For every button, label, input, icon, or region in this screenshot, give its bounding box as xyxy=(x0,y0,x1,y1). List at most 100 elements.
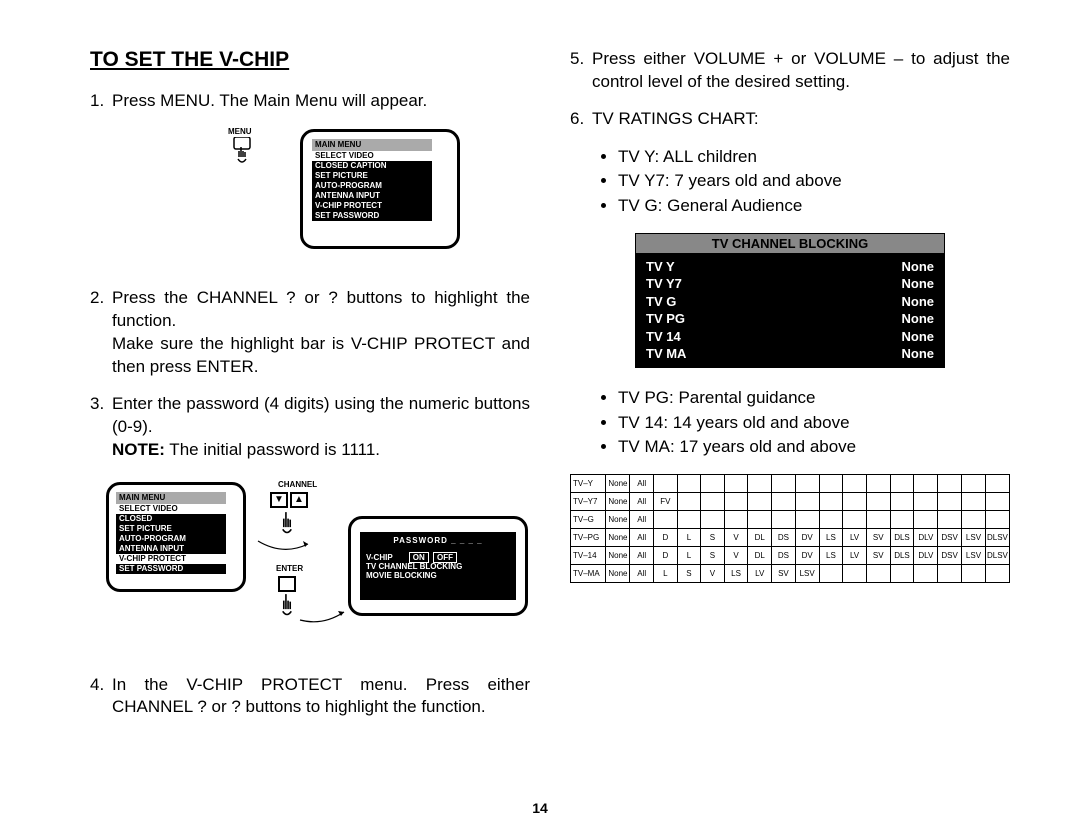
enter-button-icon xyxy=(278,576,296,592)
grid-cell xyxy=(985,492,1009,510)
grid-cell xyxy=(724,510,748,528)
grid-cell: TV–14 xyxy=(571,546,606,564)
grid-cell: None xyxy=(606,510,630,528)
grid-cell xyxy=(985,474,1009,492)
grid-cell xyxy=(985,510,1009,528)
grid-cell: DLV xyxy=(914,546,938,564)
channel-down-icon: ▼ xyxy=(270,492,288,508)
grid-cell: L xyxy=(654,564,678,582)
step-4: 4. In the V-CHIP PROTECT menu. Press eit… xyxy=(90,674,530,720)
grid-cell xyxy=(866,474,890,492)
grid-cell: All xyxy=(630,546,654,564)
grid-cell xyxy=(914,474,938,492)
grid-cell: SV xyxy=(866,546,890,564)
grid-cell: None xyxy=(606,492,630,510)
grid-cell: DLV xyxy=(914,528,938,546)
grid-cell: DLSV xyxy=(985,546,1009,564)
grid-cell: None xyxy=(606,546,630,564)
grid-cell: TV–MA xyxy=(571,564,606,582)
grid-cell xyxy=(938,564,962,582)
grid-cell: LS xyxy=(724,564,748,582)
grid-cell: None xyxy=(606,474,630,492)
grid-cell xyxy=(724,474,748,492)
grid-cell xyxy=(772,474,796,492)
grid-cell xyxy=(654,474,678,492)
grid-cell xyxy=(866,492,890,510)
grid-cell xyxy=(843,510,867,528)
grid-cell: S xyxy=(701,546,725,564)
grid-cell xyxy=(890,564,914,582)
grid-cell xyxy=(985,564,1009,582)
grid-cell xyxy=(866,564,890,582)
grid-cell: LV xyxy=(748,564,772,582)
grid-cell xyxy=(701,474,725,492)
grid-cell xyxy=(843,564,867,582)
grid-cell: DV xyxy=(795,546,819,564)
grid-cell: All xyxy=(630,510,654,528)
grid-cell xyxy=(819,474,843,492)
grid-cell xyxy=(962,474,986,492)
grid-cell: L xyxy=(677,546,701,564)
grid-cell: V xyxy=(724,546,748,564)
grid-cell: DL xyxy=(748,528,772,546)
step-6: 6. TV RATINGS CHART: xyxy=(570,108,1010,131)
grid-cell xyxy=(890,474,914,492)
grid-cell xyxy=(819,492,843,510)
grid-cell xyxy=(748,474,772,492)
grid-cell xyxy=(843,492,867,510)
grid-cell: DLSV xyxy=(985,528,1009,546)
grid-cell xyxy=(962,492,986,510)
page-title: TO SET THE V-CHIP xyxy=(90,48,530,72)
grid-cell: TV–Y xyxy=(571,474,606,492)
grid-cell xyxy=(914,564,938,582)
grid-cell xyxy=(890,510,914,528)
grid-cell xyxy=(677,492,701,510)
grid-cell xyxy=(748,492,772,510)
grid-cell: None xyxy=(606,564,630,582)
step-5: 5. Press either VOLUME + or VOLUME – to … xyxy=(570,48,1010,94)
grid-cell: SV xyxy=(772,564,796,582)
hand-pointer-icon xyxy=(276,592,298,622)
grid-cell: S xyxy=(677,564,701,582)
grid-cell: LSV xyxy=(962,528,986,546)
grid-cell xyxy=(914,492,938,510)
grid-cell xyxy=(772,510,796,528)
grid-cell xyxy=(701,492,725,510)
grid-cell: D xyxy=(654,528,678,546)
grid-cell xyxy=(724,492,748,510)
ratings-grid-table: TV–YNoneAllTV–Y7NoneAllFVTV–GNoneAllTV–P… xyxy=(570,474,1010,583)
grid-cell xyxy=(938,474,962,492)
grid-cell xyxy=(962,510,986,528)
grid-cell xyxy=(890,492,914,510)
grid-cell xyxy=(843,474,867,492)
grid-cell xyxy=(962,564,986,582)
grid-cell xyxy=(938,510,962,528)
grid-cell: LV xyxy=(843,528,867,546)
grid-cell: LSV xyxy=(962,546,986,564)
grid-cell: LS xyxy=(819,546,843,564)
grid-cell xyxy=(795,510,819,528)
grid-cell: TV–G xyxy=(571,510,606,528)
grid-cell xyxy=(819,564,843,582)
grid-cell: FV xyxy=(654,492,678,510)
grid-cell: DLS xyxy=(890,546,914,564)
grid-cell: DS xyxy=(772,528,796,546)
grid-cell: V xyxy=(701,564,725,582)
grid-cell xyxy=(795,492,819,510)
grid-cell: All xyxy=(630,564,654,582)
grid-cell: LS xyxy=(819,528,843,546)
grid-cell: DSV xyxy=(938,546,962,564)
grid-cell: L xyxy=(677,528,701,546)
grid-cell: S xyxy=(701,528,725,546)
hand-pointer-icon xyxy=(232,137,252,165)
grid-cell: All xyxy=(630,492,654,510)
grid-cell: DV xyxy=(795,528,819,546)
grid-cell: None xyxy=(606,528,630,546)
grid-cell: TV–PG xyxy=(571,528,606,546)
grid-cell xyxy=(795,474,819,492)
grid-cell xyxy=(701,510,725,528)
arrow-curve-icon xyxy=(298,606,348,626)
ratings-list-top: TV Y: ALL children TV Y7: 7 years old an… xyxy=(604,145,1010,219)
grid-cell xyxy=(938,492,962,510)
grid-cell xyxy=(677,510,701,528)
